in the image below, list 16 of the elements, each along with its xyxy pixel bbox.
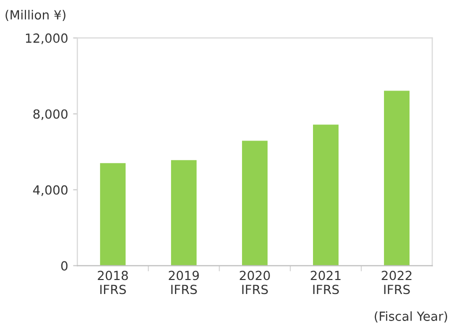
y-axis-title: (Million ¥) [6, 10, 66, 22]
y-tick-label: 0 [61, 261, 68, 271]
bar [242, 140, 268, 266]
x-tick-label: 2018 IFRS [98, 270, 128, 294]
y-tick-label: 12,000 [26, 33, 68, 44]
bar [100, 163, 126, 266]
bar [171, 160, 197, 266]
x-tick-label: 2020 IFRS [240, 270, 270, 294]
x-tick-label: 2022 IFRS [382, 270, 412, 294]
bar [313, 124, 339, 266]
y-tick-label: 8,000 [33, 109, 68, 120]
bar [384, 90, 410, 266]
y-tick-label: 4,000 [33, 185, 68, 196]
x-tick-label: 2021 IFRS [310, 270, 341, 294]
x-tick-label: 2019 IFRS [168, 270, 199, 294]
x-axis-title: (Fiscal Year) [374, 311, 448, 322]
